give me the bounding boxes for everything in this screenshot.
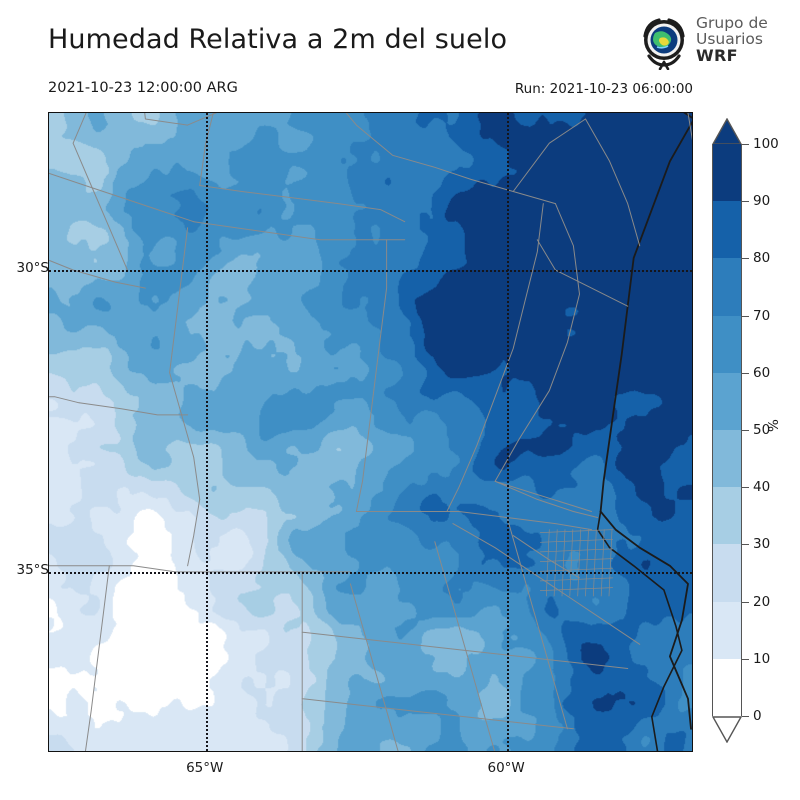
colorbar-band-70-80: [713, 258, 741, 316]
colorbar-unit-label: %: [766, 419, 782, 432]
colorbar-band-0-10: [713, 658, 741, 716]
colorbar-tick-100: [742, 144, 749, 145]
map-boundaries: [49, 113, 692, 751]
colorbar-band-90-100: [713, 144, 741, 202]
colorbar-tick-label-80: 80: [753, 250, 771, 267]
colorbar-tick-60: [742, 372, 749, 374]
colorbar-tick-10: [742, 658, 749, 660]
ytick-label-30s: 30°S: [16, 259, 50, 276]
colorbar-tick-70: [742, 315, 749, 317]
colorbar-tick-label-60: 60: [753, 364, 771, 381]
colorbar-band-20-30: [713, 544, 741, 602]
colorbar-tick-label-50: 50: [753, 422, 771, 438]
colorbar-band-50-60: [713, 372, 741, 430]
logo-line-1: Grupo de: [696, 14, 768, 32]
colorbar-tick-label-0: 0: [753, 708, 762, 724]
colorbar-tick-label-90: 90: [753, 193, 771, 210]
colorbar-band-40-50: [713, 430, 741, 488]
colorbar-band-30-40: [713, 487, 741, 545]
colorbar-tick-label-30: 30: [753, 536, 771, 553]
colorbar-ticks: 0 10 20 30 40 50 60 70 80 90 100: [742, 118, 800, 743]
logo-line-3: WRF: [696, 45, 738, 65]
logo-line-2: Usuarios: [696, 29, 763, 48]
colorbar-band-80-90: [713, 201, 741, 259]
globe-emblem-icon: [643, 18, 685, 70]
colorbar: 0 10 20 30 40 50 60 70 80 90 100: [712, 118, 779, 743]
humidity-field-raster: [49, 113, 692, 751]
colorbar-tick-label-100: 100: [753, 136, 779, 152]
colorbar-tick-label-70: 70: [753, 307, 771, 324]
xtick-label-60w: 60°W: [487, 760, 525, 776]
wrf-user-group-logo: Grupo de Usuarios WRF: [636, 14, 796, 72]
page-title: Humedad Relativa a 2m del suelo: [48, 24, 508, 55]
colorbar-band-60-70: [713, 315, 741, 373]
colorbar-tick-50: [742, 430, 749, 431]
ytick-label-35s: 35°S: [16, 561, 50, 578]
colorbar-over-arrow: [712, 118, 742, 145]
humidity-map[interactable]: [48, 112, 693, 752]
colorbar-tick-label-10: 10: [753, 650, 771, 667]
colorbar-tick-80: [742, 258, 749, 260]
colorbar-tick-90: [742, 201, 749, 203]
run-time-label: Run: 2021-10-23 06:00:00: [514, 81, 693, 97]
xtick-label-65w: 65°W: [186, 760, 224, 776]
colorbar-band-10-20: [713, 601, 741, 659]
logo-text: Grupo de Usuarios WRF: [696, 14, 768, 65]
colorbar-tick-label-40: 40: [753, 479, 771, 496]
colorbar-tick-30: [742, 544, 749, 546]
valid-time-label: 2021-10-23 12:00:00 ARG: [48, 80, 238, 96]
colorbar-under-arrow: [712, 716, 742, 743]
colorbar-tick-0: [742, 716, 749, 717]
colorbar-tick-40: [742, 487, 749, 489]
colorbar-tick-label-20: 20: [753, 593, 771, 610]
colorbar-gradient: [712, 144, 742, 716]
colorbar-tick-20: [742, 601, 749, 603]
